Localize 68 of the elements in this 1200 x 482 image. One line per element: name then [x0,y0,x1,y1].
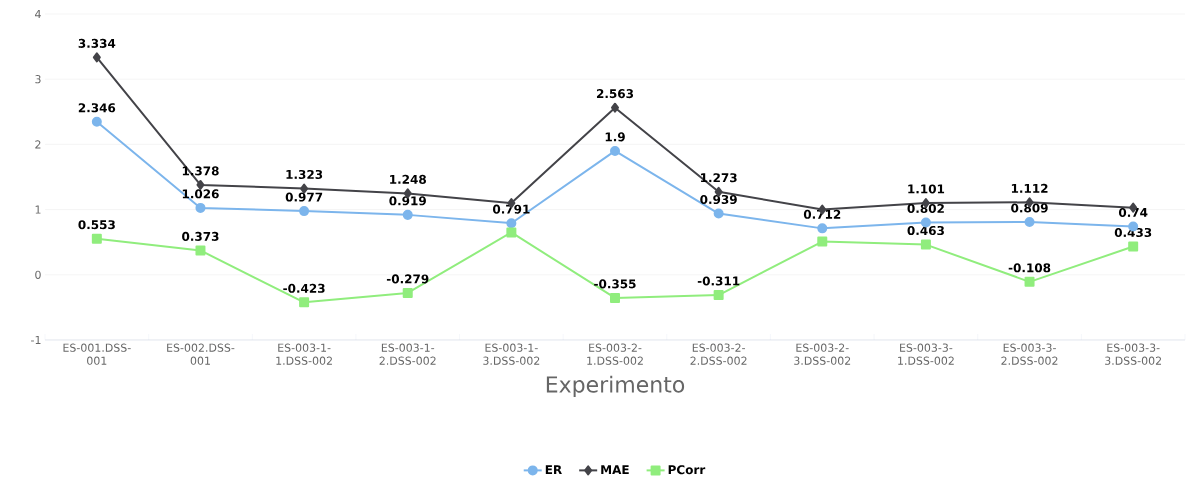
point [817,223,828,234]
data-label: 2.563 [596,89,634,99]
x-tick-label: ES-003-1-2.DSS-002 [379,343,436,365]
data-label: -0.423 [283,283,325,293]
point [91,233,102,244]
data-label: 0.553 [78,220,115,230]
data-label: 2.346 [78,103,116,113]
y-tick-label: 0 [35,270,41,279]
point [1128,241,1139,252]
point [299,206,310,217]
point [196,179,205,190]
point [195,245,206,256]
point [610,292,621,303]
point [92,52,101,63]
point [920,239,931,250]
data-label: 0.919 [389,196,426,206]
point [611,102,620,113]
y-tick-label: 2 [35,140,41,149]
point [713,208,724,219]
data-label: -0.108 [1008,263,1051,273]
point [506,227,517,238]
x-axis-title: Experimento [546,375,685,397]
point [506,218,517,229]
x-tick-label: ES-002.DSS-001 [167,343,235,365]
point [713,290,724,301]
data-label: 0.463 [907,225,944,236]
legend-label: PCorr [668,465,706,475]
data-label: 1.026 [182,189,219,199]
y-tick-label: 4 [35,10,41,19]
data-label: 1.323 [286,169,323,179]
x-tick-label: ES-003-2-1.DSS-002 [587,343,643,365]
point [1024,217,1035,228]
data-label: 1.112 [1011,183,1048,193]
point [402,209,413,220]
legend-label: ER [545,465,562,475]
x-tick-label: ES-003-1-3.DSS-002 [483,343,540,365]
data-label: 0.802 [907,203,944,213]
y-tick-label: 1 [35,205,41,214]
x-tick-label: ES-003-1-1.DSS-002 [276,343,332,365]
data-label: 1.248 [390,174,426,184]
legend-label: MAE [601,465,629,475]
data-label: 0.373 [182,231,219,241]
y-tick-label: 3 [35,75,41,84]
data-label: 3.334 [78,38,116,48]
point [817,236,828,247]
data-label: 0.791 [492,204,530,214]
x-tick-label: ES-003-2-2.DSS-002 [690,343,747,365]
data-label: 0.977 [285,192,323,202]
point [91,116,102,127]
point [402,287,413,298]
data-label: 1.101 [908,184,945,194]
point [195,202,206,213]
x-tick-label: ES-003-3-3.DSS-002 [1105,343,1162,365]
x-tick-label: ES-003-3-1.DSS-002 [898,343,954,365]
data-label: -0.279 [386,274,429,284]
data-label: 0.939 [700,194,737,205]
x-tick-label: ES-003-2-3.DSS-002 [794,343,851,365]
point [299,297,310,308]
y-tick-label: -1 [31,335,41,344]
data-label: 0.809 [1011,203,1048,213]
data-label: 1.273 [701,173,737,183]
x-tick-label: ES-001.DSS-001 [63,343,131,365]
point [610,145,621,156]
point [1024,276,1035,287]
data-label: -0.355 [594,279,636,289]
x-tick-label: ES-003-3-2.DSS-002 [1001,343,1058,365]
data-label: 1.9 [605,132,625,142]
data-label: -0.311 [697,276,740,286]
